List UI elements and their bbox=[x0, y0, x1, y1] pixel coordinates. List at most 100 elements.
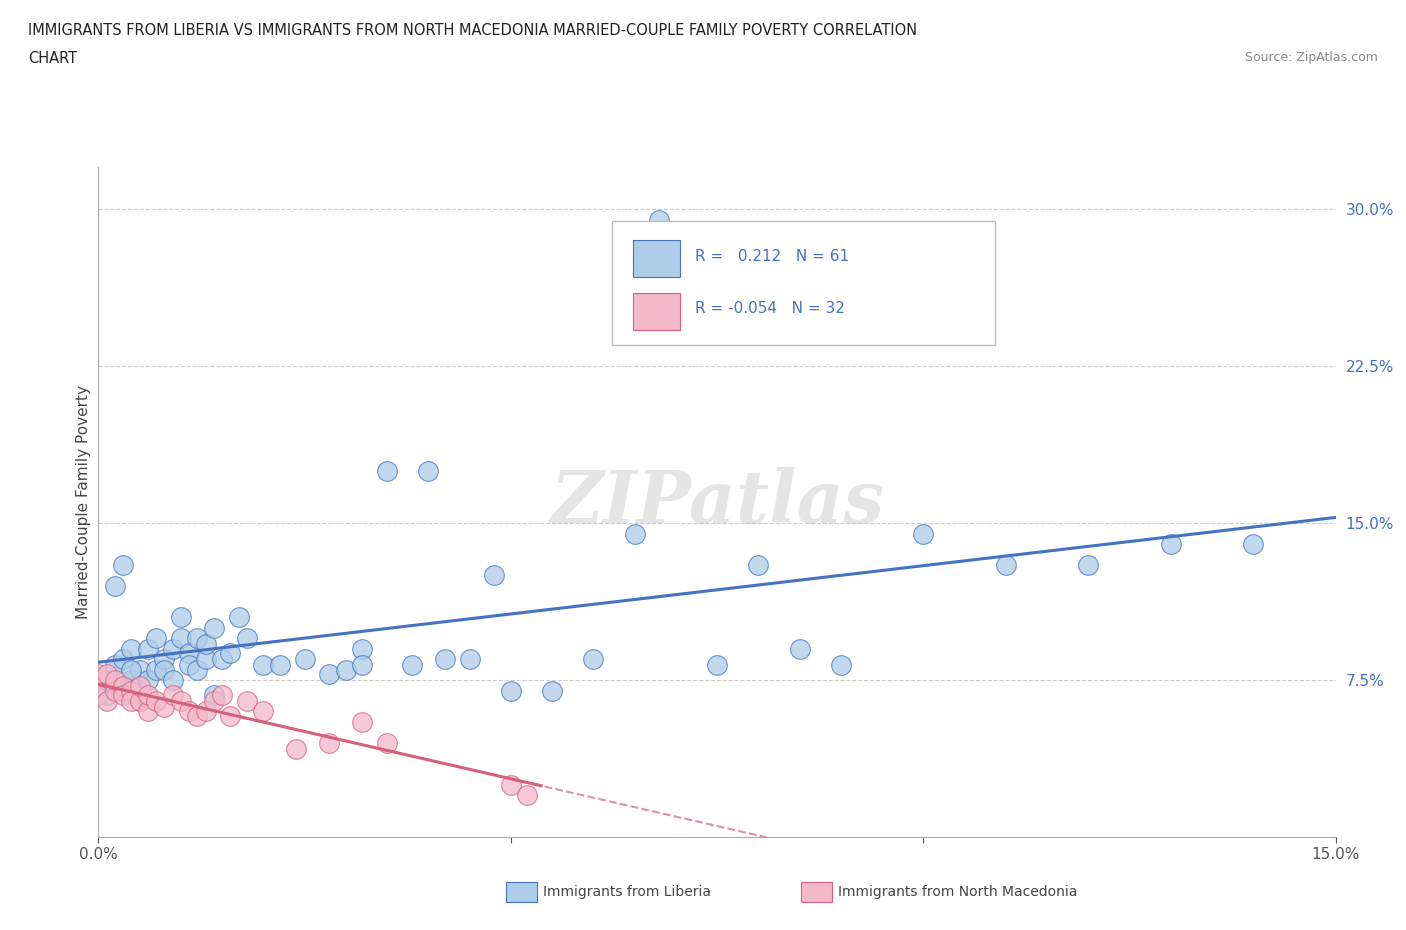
Point bbox=[294, 652, 316, 667]
Point bbox=[194, 652, 217, 667]
Point bbox=[1241, 537, 1264, 551]
Point bbox=[458, 652, 481, 667]
Point bbox=[153, 652, 176, 667]
Point bbox=[112, 652, 135, 667]
Point bbox=[170, 631, 193, 645]
Point bbox=[994, 558, 1017, 573]
Point bbox=[96, 687, 118, 702]
Point bbox=[202, 620, 225, 635]
Point bbox=[252, 704, 274, 719]
Point bbox=[120, 662, 142, 677]
Point bbox=[120, 672, 142, 687]
Text: R = -0.054   N = 32: R = -0.054 N = 32 bbox=[695, 301, 845, 316]
Point bbox=[516, 788, 538, 803]
Point bbox=[499, 683, 522, 698]
Text: Immigrants from Liberia: Immigrants from Liberia bbox=[543, 884, 710, 899]
Point bbox=[96, 666, 118, 681]
Point bbox=[128, 694, 150, 709]
Point bbox=[401, 658, 423, 673]
Point bbox=[136, 687, 159, 702]
Point bbox=[120, 694, 142, 709]
Point bbox=[153, 700, 176, 715]
Point bbox=[128, 662, 150, 677]
Point bbox=[179, 704, 201, 719]
Point bbox=[318, 666, 340, 681]
Point bbox=[1077, 558, 1099, 573]
Point bbox=[128, 694, 150, 709]
Point bbox=[104, 658, 127, 673]
Text: IMMIGRANTS FROM LIBERIA VS IMMIGRANTS FROM NORTH MACEDONIA MARRIED-COUPLE FAMILY: IMMIGRANTS FROM LIBERIA VS IMMIGRANTS FR… bbox=[28, 23, 917, 38]
Point bbox=[104, 683, 127, 698]
Point bbox=[318, 736, 340, 751]
Point bbox=[747, 558, 769, 573]
Point bbox=[582, 652, 605, 667]
Point bbox=[912, 526, 935, 541]
Point bbox=[236, 631, 259, 645]
Point bbox=[285, 742, 308, 757]
Text: ZIPatlas: ZIPatlas bbox=[550, 467, 884, 538]
Point bbox=[87, 687, 110, 702]
Point bbox=[112, 679, 135, 694]
Point bbox=[484, 568, 506, 583]
Bar bbox=[633, 240, 681, 277]
Text: Source: ZipAtlas.com: Source: ZipAtlas.com bbox=[1244, 51, 1378, 64]
Point bbox=[96, 694, 118, 709]
Point bbox=[202, 687, 225, 702]
Point bbox=[236, 694, 259, 709]
FancyBboxPatch shape bbox=[612, 221, 995, 345]
Point bbox=[162, 642, 184, 657]
Point bbox=[120, 642, 142, 657]
Bar bbox=[633, 293, 681, 330]
Point bbox=[136, 642, 159, 657]
Point bbox=[789, 642, 811, 657]
Point bbox=[211, 652, 233, 667]
Point bbox=[136, 704, 159, 719]
Point bbox=[87, 666, 110, 681]
Point bbox=[194, 637, 217, 652]
Point bbox=[162, 672, 184, 687]
Y-axis label: Married-Couple Family Poverty: Married-Couple Family Poverty bbox=[76, 385, 91, 619]
Point bbox=[179, 658, 201, 673]
Point bbox=[706, 658, 728, 673]
Point bbox=[120, 683, 142, 698]
Point bbox=[335, 662, 357, 677]
Point bbox=[153, 662, 176, 677]
Point bbox=[352, 658, 374, 673]
Point bbox=[104, 578, 127, 593]
Point bbox=[648, 212, 671, 227]
Point bbox=[418, 463, 440, 478]
Point bbox=[186, 709, 208, 724]
Point bbox=[830, 658, 852, 673]
Point bbox=[145, 662, 167, 677]
Point bbox=[499, 777, 522, 792]
Point bbox=[162, 687, 184, 702]
Point bbox=[623, 526, 645, 541]
Point bbox=[112, 683, 135, 698]
Point bbox=[145, 631, 167, 645]
Point bbox=[375, 463, 398, 478]
Point bbox=[228, 610, 250, 625]
Point bbox=[219, 709, 242, 724]
Point bbox=[104, 672, 127, 687]
Point bbox=[112, 558, 135, 573]
Point bbox=[211, 687, 233, 702]
Point bbox=[375, 736, 398, 751]
Text: R =   0.212   N = 61: R = 0.212 N = 61 bbox=[695, 248, 849, 263]
Point bbox=[136, 672, 159, 687]
Point bbox=[352, 642, 374, 657]
Point bbox=[1160, 537, 1182, 551]
Point bbox=[352, 714, 374, 729]
Point bbox=[194, 704, 217, 719]
Point bbox=[186, 662, 208, 677]
Point bbox=[269, 658, 291, 673]
Point bbox=[96, 672, 118, 687]
Point bbox=[433, 652, 456, 667]
Point bbox=[202, 694, 225, 709]
Point bbox=[170, 694, 193, 709]
Text: Immigrants from North Macedonia: Immigrants from North Macedonia bbox=[838, 884, 1077, 899]
Text: CHART: CHART bbox=[28, 51, 77, 66]
Point bbox=[112, 687, 135, 702]
Point bbox=[179, 645, 201, 660]
Point bbox=[541, 683, 564, 698]
Point bbox=[219, 645, 242, 660]
